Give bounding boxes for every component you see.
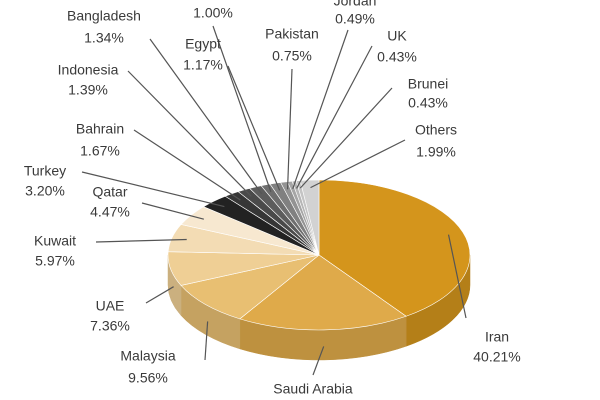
slice-value: 5.97%	[35, 253, 75, 269]
slice-name: Qatar	[92, 184, 127, 200]
slice-name: Malaysia	[120, 348, 175, 364]
leader-line	[447, 234, 467, 319]
leader-line	[81, 171, 225, 208]
leader-line	[127, 70, 252, 197]
slice-value: 3.20%	[25, 183, 65, 199]
slice-name: Jordan	[334, 0, 377, 9]
slice-value: 0.75%	[272, 48, 312, 64]
slice-value: 1.99%	[416, 144, 456, 160]
slice-value: 1.34%	[84, 30, 124, 46]
slice-value: 0.43%	[408, 95, 448, 111]
slice-value: 1.00%	[193, 5, 233, 21]
leader-line	[212, 25, 272, 193]
slice-name: Bangladesh	[67, 8, 141, 24]
slice-name: Turkey	[24, 163, 66, 179]
leader-line	[204, 321, 209, 361]
slice-name: Indonesia	[58, 62, 119, 78]
leader-line	[133, 129, 241, 201]
slice-value: 9.56%	[128, 370, 168, 386]
leader-line	[299, 87, 393, 189]
leader-line	[141, 202, 204, 220]
leader-line	[296, 45, 373, 189]
pie-slice	[180, 254, 320, 320]
leader-line	[149, 38, 263, 195]
slice-value: 4.47%	[90, 204, 130, 220]
leader-line	[95, 238, 187, 243]
slice-name: Egypt	[185, 36, 221, 52]
leader-line	[286, 68, 293, 190]
slice-value: 7.36%	[90, 318, 130, 334]
slice-value: 1.67%	[80, 143, 120, 159]
slice-name: Brunei	[408, 76, 448, 92]
slice-value: 1.39%	[68, 82, 108, 98]
slice-value: 0.43%	[377, 49, 417, 65]
slice-name: UAE	[96, 298, 125, 314]
slice-name: Saudi Arabia	[273, 381, 353, 397]
leader-line	[310, 139, 406, 189]
slice-name: Iran	[485, 329, 509, 345]
leader-line	[145, 286, 174, 304]
pie-slice	[239, 254, 407, 331]
slice-name: UK	[387, 28, 407, 44]
leader-line	[227, 65, 281, 191]
slice-name: Others	[415, 122, 457, 138]
slice-name: Kuwait	[34, 233, 76, 249]
leader-line	[312, 346, 325, 376]
leader-line	[292, 29, 349, 189]
slice-name: Bahrain	[76, 121, 124, 137]
slice-value: 0.49%	[335, 11, 375, 27]
slice-name: Pakistan	[265, 26, 319, 42]
slice-value: 1.17%	[183, 57, 223, 73]
pie-slice	[318, 179, 471, 317]
slice-value: 40.21%	[473, 349, 520, 365]
